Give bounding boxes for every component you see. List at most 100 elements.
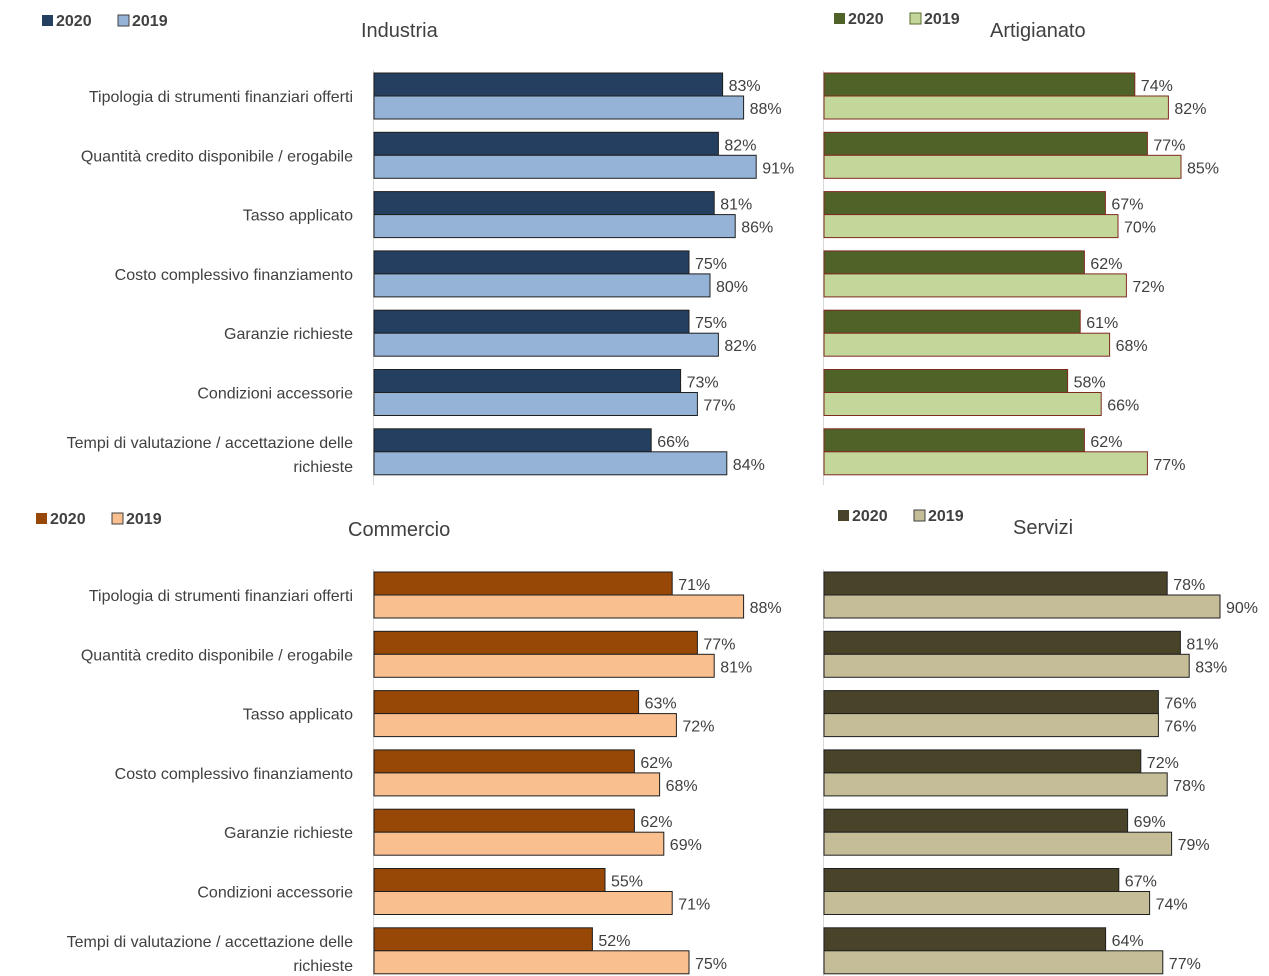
bar-2020-7	[373, 927, 593, 952]
bar-2020-2	[823, 630, 1181, 655]
category-label: Tempi di valutazione / accettazione dell…	[67, 934, 353, 951]
bar-2019-1	[823, 594, 1221, 619]
data-label: 82%	[724, 338, 756, 355]
data-label: 70%	[1124, 220, 1156, 237]
bar-2020-5	[823, 808, 1129, 833]
bar-2020-2	[823, 131, 1148, 156]
bar-2020-2	[373, 630, 698, 655]
data-label: 77%	[1153, 137, 1185, 154]
bar-2020-6	[373, 868, 606, 892]
data-label: 69%	[1134, 814, 1166, 831]
data-label: 82%	[724, 137, 756, 154]
bar-2019-2	[823, 154, 1182, 179]
bar-2019-2	[373, 653, 715, 678]
data-label: 69%	[670, 837, 702, 854]
category-label: Costo complessivo finanziamento	[115, 267, 353, 284]
data-label: 75%	[695, 956, 727, 973]
bar-2020-7	[823, 927, 1107, 952]
legend-label: 2020	[56, 13, 92, 30]
data-label: 88%	[750, 101, 782, 118]
data-label: 72%	[1147, 755, 1179, 772]
data-label: 71%	[678, 577, 710, 594]
bar-2019-7	[823, 950, 1164, 975]
legend-label: 2019	[924, 11, 960, 28]
legend-swatch	[117, 14, 130, 27]
data-label: 62%	[640, 814, 672, 831]
bar-2019-3	[373, 713, 677, 738]
data-label: 66%	[1107, 398, 1139, 415]
bar-2020-4	[373, 749, 635, 774]
bar-2019-2	[823, 653, 1190, 678]
data-label: 62%	[1090, 256, 1122, 273]
data-label: 85%	[1187, 160, 1219, 177]
category-label: richieste	[293, 459, 353, 476]
data-label: 77%	[703, 398, 735, 415]
bar-2019-7	[823, 451, 1148, 476]
chart-title: Industria	[361, 20, 439, 42]
bar-2019-1	[373, 95, 745, 120]
bar-2019-5	[823, 831, 1173, 856]
category-label: Tasso applicato	[243, 208, 353, 225]
data-label: 61%	[1086, 315, 1118, 332]
bar-2020-5	[373, 309, 690, 334]
data-label: 64%	[1112, 933, 1144, 950]
bar-2019-7	[373, 950, 690, 975]
data-label: 77%	[1153, 457, 1185, 474]
data-label: 71%	[678, 897, 710, 914]
data-label: 76%	[1164, 719, 1196, 736]
data-label: 62%	[1090, 434, 1122, 451]
category-label: Condizioni accessorie	[197, 386, 353, 403]
data-label: 77%	[703, 636, 735, 653]
bar-2020-6	[373, 369, 682, 393]
bar-2020-1	[373, 72, 724, 97]
data-label: 84%	[733, 457, 765, 474]
bar-2020-6	[823, 868, 1120, 892]
bar-2020-1	[823, 571, 1168, 596]
data-label: 81%	[720, 659, 752, 676]
bar-2019-5	[373, 831, 665, 856]
data-label: 72%	[682, 719, 714, 736]
bar-2020-3	[823, 690, 1159, 715]
bar-2020-5	[373, 808, 635, 833]
data-label: 76%	[1164, 696, 1196, 713]
legend-swatch	[36, 513, 47, 524]
data-label: 80%	[716, 279, 748, 296]
bar-2019-4	[823, 273, 1127, 298]
bar-2020-3	[373, 690, 640, 715]
chart-title: Servizi	[1013, 517, 1073, 539]
bar-2019-1	[373, 594, 745, 619]
bar-2019-6	[373, 392, 698, 416]
bar-2020-4	[823, 250, 1085, 275]
legend-swatch	[834, 13, 845, 24]
category-label: Costo complessivo finanziamento	[115, 766, 353, 783]
category-label: Garanzie richieste	[224, 326, 353, 343]
data-label: 66%	[657, 434, 689, 451]
data-label: 55%	[611, 874, 643, 891]
data-label: 73%	[687, 375, 719, 392]
bar-2020-4	[373, 250, 690, 275]
data-label: 81%	[1186, 636, 1218, 653]
data-label: 83%	[1195, 659, 1227, 676]
bar-2020-1	[373, 571, 673, 596]
category-label: Tipologia di strumenti finanziari offert…	[89, 89, 353, 106]
bar-2020-5	[823, 309, 1081, 334]
legend-swatch	[111, 512, 124, 525]
chart-panel-servizi: Servizi 2020 2019 78% 90% 81% 83% 76% 76% 72% 78% 6…	[823, 508, 1258, 976]
data-label: 62%	[640, 755, 672, 772]
category-label: richieste	[293, 958, 353, 975]
bar-2019-1	[823, 95, 1169, 120]
bar-2019-5	[373, 332, 719, 357]
bar-2019-3	[373, 214, 736, 239]
bar-2020-3	[823, 191, 1106, 216]
bar-2019-4	[373, 772, 661, 797]
bar-2020-7	[823, 428, 1085, 453]
category-label: Quantità credito disponibile / erogabile	[81, 647, 353, 664]
data-label: 68%	[1116, 338, 1148, 355]
category-label: Garanzie richieste	[224, 825, 353, 842]
legend-label: 2020	[50, 511, 86, 528]
legend-label: 2020	[848, 11, 884, 28]
data-label: 91%	[762, 160, 794, 177]
bar-2019-2	[373, 154, 757, 179]
